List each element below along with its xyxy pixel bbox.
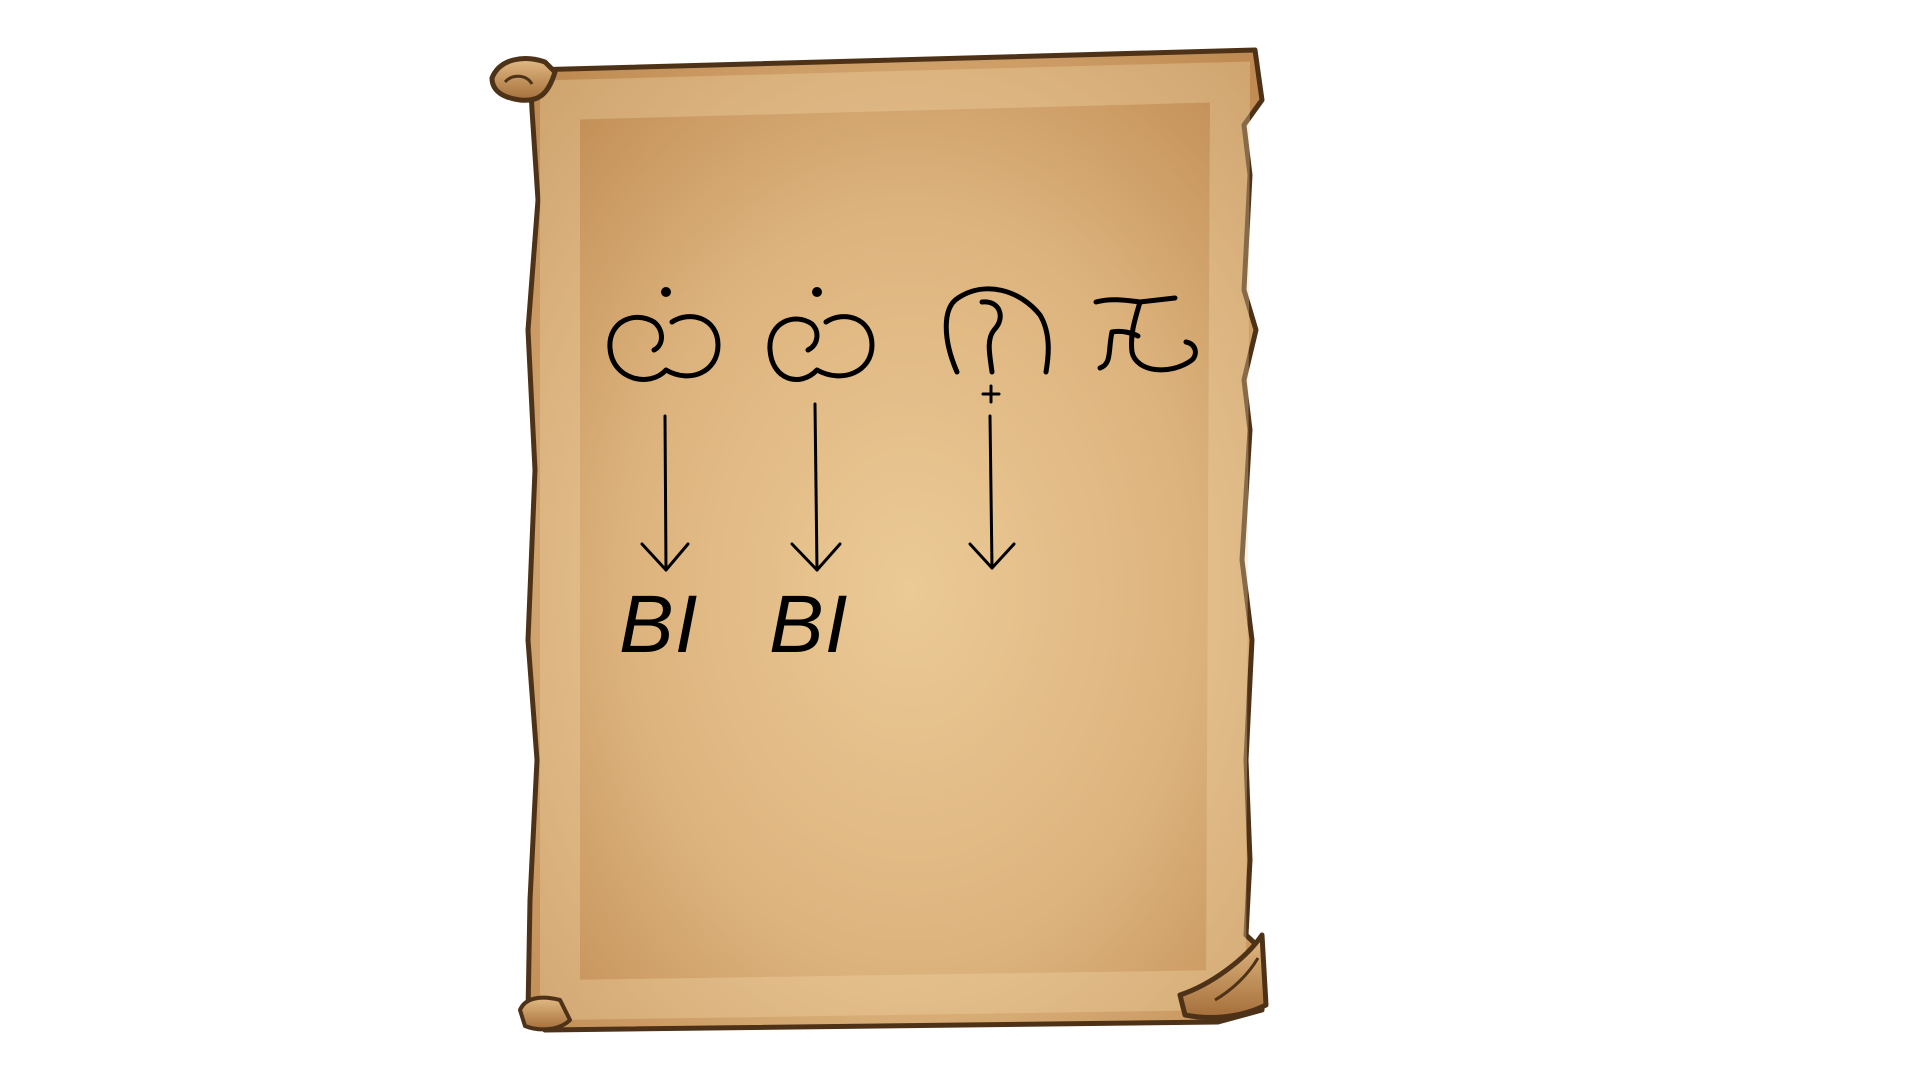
scroll-curl-bottom-left — [518, 995, 572, 1032]
baybayin-bi-glyph-2 — [767, 287, 875, 382]
baybayin-glyph-3 — [943, 286, 1051, 404]
arrow-glyph-3 — [968, 414, 1016, 570]
scroll-curl-bottom — [1177, 932, 1269, 1021]
baybayin-bi-glyph-1 — [607, 287, 721, 382]
glyph-label-bi-1: BI — [619, 579, 699, 670]
parchment-sheet — [525, 47, 1265, 1033]
arrow-glyph-1 — [640, 414, 690, 572]
arrow-glyph-2 — [790, 402, 842, 572]
scroll-curl-top — [489, 56, 558, 103]
baybayin-glyph-4 — [1093, 295, 1198, 373]
glyph-label-bi-2: BI — [769, 579, 849, 670]
